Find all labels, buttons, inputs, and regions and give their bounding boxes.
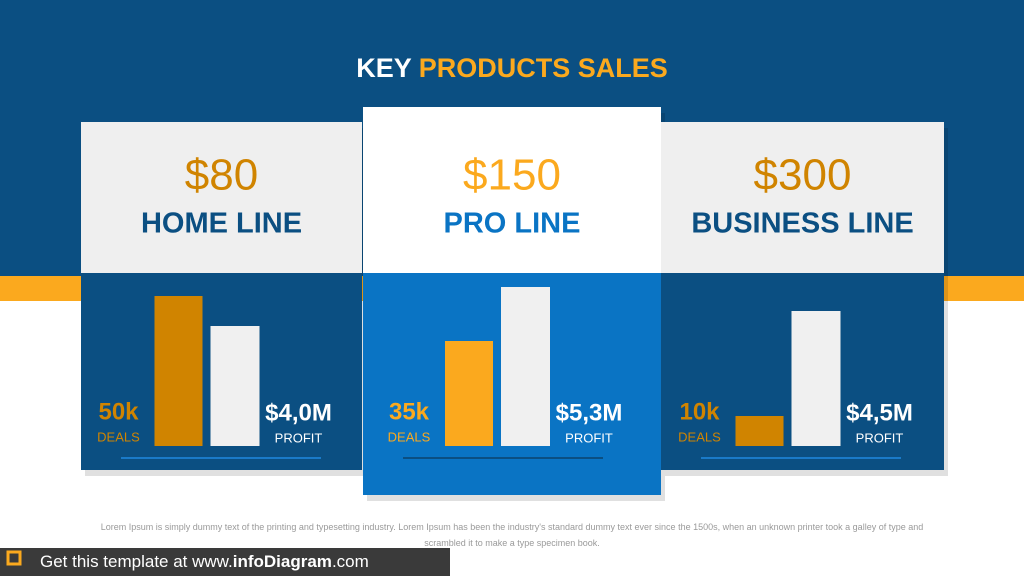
card-head [363,107,661,273]
profit-label: $5,3M [556,399,623,426]
footer-suffix: .com [332,552,369,571]
price: $80 [185,151,258,200]
profit-bar [501,287,550,446]
footer-bar [0,548,450,576]
profit-bar [791,311,841,446]
deals-label: 35k [389,398,430,425]
card-head [661,122,944,273]
footnote: Lorem Ipsum is simply dummy text of the … [100,522,924,548]
footer-prefix: Get this template at www. [40,552,233,571]
title-part: KEY [356,53,412,83]
footer-text: Get this template at www.infoDiagram.com [40,552,369,571]
deals-label: 10k [679,398,720,425]
product-name: PRO LINE [444,208,581,240]
deals-bar [154,296,203,446]
deals-label: 50k [98,398,139,425]
footer-brand: infoDiagram [233,552,332,571]
profit-caption: PROFIT [565,430,613,445]
slide-title: KEY PRODUCTS SALES [356,53,668,83]
title-part: PRODUCTS SALES [419,53,668,83]
deals-bar [445,341,493,446]
price: $300 [754,151,852,200]
profit-caption: PROFIT [275,430,323,445]
cards: $80 HOME LINE 50k DEALS $4,0M PROFIT $150 PRO L… [81,107,948,501]
deals-bar [735,416,784,446]
card-head [81,122,362,273]
profit-label: $4,5M [846,399,913,426]
footer-logo [6,550,22,566]
deals-caption: DEALS [388,429,431,444]
deals-caption: DEALS [97,429,140,444]
profit-label: $4,0M [265,399,332,426]
profit-caption: PROFIT [856,430,904,445]
profit-bar [210,326,260,446]
product-name: HOME LINE [141,208,302,240]
price: $150 [463,151,561,200]
product-name: BUSINESS LINE [691,208,913,240]
deals-caption: DEALS [678,429,721,444]
